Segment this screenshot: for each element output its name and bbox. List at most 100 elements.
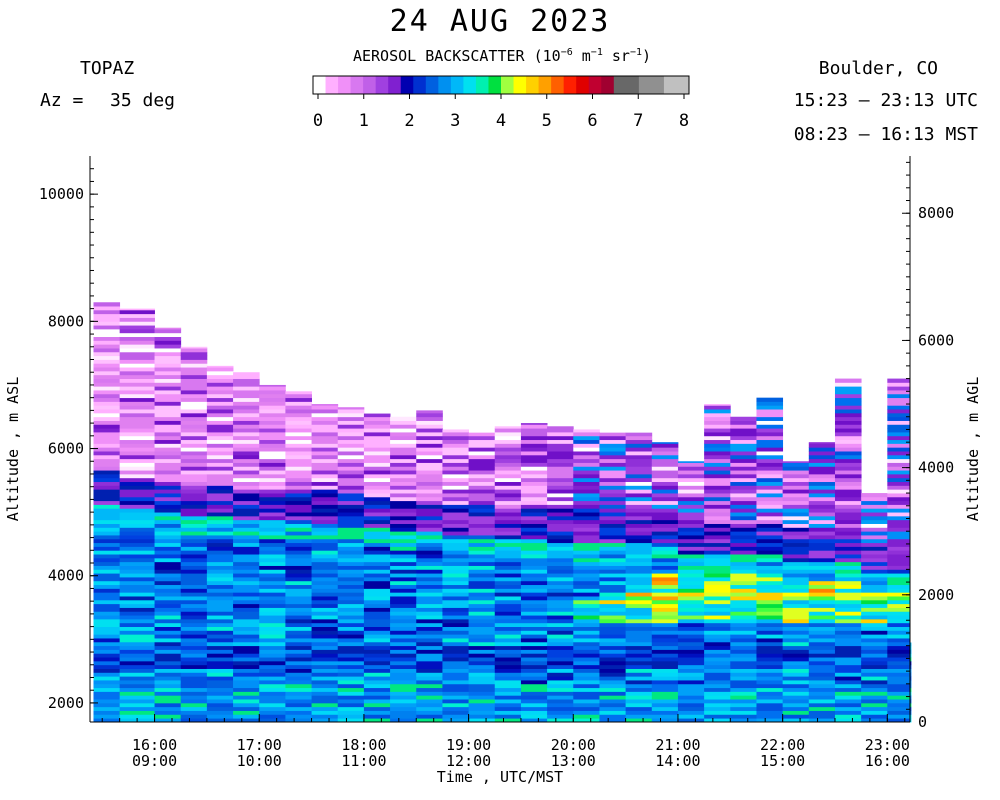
heatmap-cell <box>468 630 496 635</box>
heatmap-cell <box>180 569 208 574</box>
heatmap-cell <box>520 680 548 685</box>
heatmap-cell <box>154 653 182 658</box>
heatmap-cell <box>93 557 121 563</box>
heatmap-cell <box>494 531 522 536</box>
heatmap-cell <box>206 695 234 700</box>
heatmap-cell <box>442 500 469 505</box>
heatmap-cell <box>756 420 784 425</box>
heatmap-cell <box>363 699 391 704</box>
heatmap-cell <box>756 565 784 570</box>
heatmap-cell <box>730 470 757 475</box>
heatmap-cell <box>390 496 417 502</box>
heatmap-cell <box>677 535 705 540</box>
heatmap-cell <box>285 470 312 475</box>
heatmap-cell <box>233 523 260 528</box>
heatmap-cell <box>259 496 286 502</box>
heatmap-cell <box>861 535 888 540</box>
heatmap-cell <box>651 515 679 521</box>
heatmap-cell <box>834 462 862 467</box>
heatmap-cell <box>311 672 339 677</box>
heatmap-cell <box>154 603 182 608</box>
heatmap-cell <box>311 557 339 563</box>
heatmap-cell <box>677 519 705 524</box>
heatmap-cell <box>730 695 757 700</box>
heatmap-cell <box>625 443 653 448</box>
heatmap-cell <box>119 584 155 589</box>
heatmap-cell <box>233 393 260 399</box>
heatmap-cell <box>259 702 286 708</box>
heatmap-cell <box>547 622 574 628</box>
heatmap-cell <box>154 454 182 460</box>
heatmap-cell <box>782 607 810 612</box>
heatmap-cell <box>442 580 469 586</box>
heatmap-cell <box>93 603 121 608</box>
heatmap-cell <box>93 535 121 540</box>
heatmap-cell <box>285 557 312 563</box>
heatmap-cell <box>154 592 182 597</box>
heatmap-cell <box>390 443 417 448</box>
heatmap-cell <box>285 515 312 521</box>
heatmap-cell <box>520 454 548 460</box>
heatmap-cell <box>390 523 417 528</box>
heatmap-cell <box>834 393 862 399</box>
heatmap-cell <box>154 485 182 490</box>
heatmap-cell <box>494 691 522 696</box>
heatmap-cell <box>363 493 391 498</box>
heatmap-cell <box>625 439 653 444</box>
heatmap-cell <box>625 435 653 441</box>
colorbar-swatch <box>576 76 590 94</box>
heatmap-cell <box>494 649 522 654</box>
heatmap-cell <box>416 676 443 681</box>
y-tick-label-left: 2000 <box>48 694 84 712</box>
heatmap-cell <box>520 565 548 570</box>
heatmap-cell <box>861 496 888 502</box>
heatmap-cell <box>93 599 121 605</box>
heatmap-cell <box>233 374 260 379</box>
heatmap-cell <box>337 645 365 650</box>
heatmap-cell <box>442 546 469 551</box>
heatmap-cell <box>547 680 574 685</box>
heatmap-cell <box>520 638 548 643</box>
heatmap-cell <box>651 683 679 689</box>
heatmap-cell <box>861 523 888 528</box>
heatmap-cell <box>887 683 911 689</box>
heatmap-cell <box>677 577 705 582</box>
heatmap-cell <box>259 641 286 647</box>
heatmap-cell <box>468 683 496 689</box>
heatmap-cell <box>337 500 365 505</box>
heatmap-cell <box>390 569 417 574</box>
heatmap-cell <box>861 596 888 601</box>
heatmap-cell <box>861 531 888 536</box>
heatmap-cell <box>573 496 600 502</box>
heatmap-cell <box>782 554 810 559</box>
y-tick-label-left: 8000 <box>48 312 84 330</box>
heatmap-cell <box>390 672 417 677</box>
heatmap-cell <box>573 451 600 456</box>
colorbar-swatch <box>325 76 339 94</box>
heatmap-cell <box>390 653 417 658</box>
heatmap-cell <box>180 691 208 696</box>
heatmap-cell <box>259 680 286 685</box>
heatmap-cell <box>887 523 911 528</box>
heatmap-cell <box>808 462 836 467</box>
heatmap-cell <box>494 622 522 628</box>
heatmap-cell <box>233 432 260 437</box>
heatmap-cell <box>834 508 862 513</box>
heatmap-cell <box>442 569 469 574</box>
heatmap-cell <box>233 714 260 719</box>
heatmap-cell <box>206 618 234 624</box>
heatmap-cell <box>782 672 810 677</box>
heatmap-cell <box>259 603 286 608</box>
heatmap-cell <box>285 428 312 433</box>
heatmap-cell <box>154 649 182 654</box>
heatmap-cell <box>119 454 155 460</box>
heatmap-cell <box>233 615 260 620</box>
heatmap-cell <box>416 454 443 460</box>
heatmap-cell <box>119 370 155 376</box>
heatmap-cell <box>756 477 784 483</box>
heatmap-cell <box>180 370 208 376</box>
heatmap-cell <box>834 573 862 578</box>
heatmap-cell <box>180 359 208 364</box>
heatmap-cell <box>782 615 810 620</box>
heatmap-cell <box>337 653 365 658</box>
